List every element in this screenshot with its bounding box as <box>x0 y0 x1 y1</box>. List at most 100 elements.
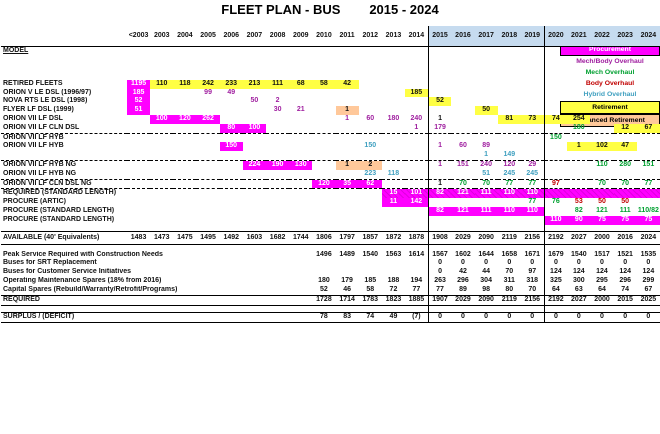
year-header: 2012 <box>362 32 379 39</box>
fleet-cell: 151 <box>642 160 655 168</box>
blank-cell <box>590 305 613 312</box>
fleet-cell <box>127 115 150 124</box>
blank-cell <box>521 305 544 312</box>
fleet-cell <box>451 89 474 98</box>
fleet-cell <box>359 216 382 225</box>
fleet-cell: 240 <box>480 160 492 168</box>
row-label: ORION VII LF HYB <box>3 133 64 141</box>
summary-cell: 58 <box>366 286 375 294</box>
fleet-cell <box>382 106 405 115</box>
fleet-cell <box>150 216 173 225</box>
fleet-cell: 1 <box>427 114 452 124</box>
blank-cell <box>1 305 127 312</box>
available-cell: 2156 <box>520 230 545 245</box>
fleet-cell: 245 <box>497 169 521 180</box>
blank-cell <box>382 305 405 312</box>
blank-cell <box>359 305 382 312</box>
fleet-cell: 151 <box>457 160 469 168</box>
model-row: MODEL <box>1 45 660 56</box>
fleet-cell <box>382 97 405 106</box>
summary-cell: 2027 <box>567 295 591 306</box>
fleet-cell: 180 <box>567 123 591 134</box>
row-label: PROCURE (ARTIC) <box>3 198 66 206</box>
fleet-cell: 254 <box>567 114 591 124</box>
fleet-cell: 190 <box>266 160 290 170</box>
spacer-row <box>1 244 660 251</box>
year-header: 2015 <box>427 26 452 47</box>
fleet-cell: 1 <box>335 160 359 170</box>
fleet-cell <box>150 160 173 169</box>
fleet-cell <box>196 151 220 161</box>
fleet-cell <box>127 133 150 142</box>
fleet-cell: 89 <box>482 142 491 150</box>
summary-cell: 80 <box>505 286 514 294</box>
year-header: 2013 <box>385 32 402 39</box>
row-label: NOVA RTS LE DSL (1998) <box>3 97 88 105</box>
fleet-cell <box>196 142 219 151</box>
fleet-cell <box>427 106 452 115</box>
fleet-cell: 150 <box>543 133 568 143</box>
blank-cell <box>220 305 243 312</box>
summary-cell: 0 <box>543 311 568 323</box>
fleet-cell <box>150 207 173 216</box>
fleet-cell: 110 <box>497 206 521 216</box>
summary-cell: 296 <box>619 277 631 285</box>
fleet-cell <box>173 179 197 190</box>
blank-cell <box>196 45 220 56</box>
fleet-cell <box>289 198 312 207</box>
fleet-cell <box>405 179 429 190</box>
fleet-cell <box>543 160 568 170</box>
fleet-cell <box>614 89 637 98</box>
fleet-cell <box>336 97 359 106</box>
fleet-cell <box>243 89 266 98</box>
fleet-cell <box>543 142 568 152</box>
fleet-cell <box>521 216 544 225</box>
fleet-cell: 74 <box>543 114 568 124</box>
blank-cell <box>636 45 660 56</box>
row-label: ORION VII LF DSL <box>3 114 63 122</box>
fleet-cell: 77 <box>636 179 660 190</box>
summary-cell: 89 <box>459 286 467 294</box>
fleet-cell <box>543 123 568 134</box>
summary-cell: 1540 <box>362 250 379 258</box>
fleet-cell <box>289 189 312 198</box>
fleet-cell <box>243 106 266 115</box>
fleet-cell: 262 <box>196 114 220 124</box>
fleet-cell <box>196 123 220 134</box>
fleet-cell <box>289 115 312 124</box>
blank-cell <box>520 45 545 56</box>
fleet-cell <box>567 160 590 169</box>
blank-cell <box>126 45 151 56</box>
fleet-cell: 179 <box>427 123 452 134</box>
fleet-cell <box>196 198 219 207</box>
fleet-cell <box>498 106 521 115</box>
blank-cell <box>427 73 452 80</box>
fleet-cell: 60 <box>459 142 467 150</box>
fleet-cell: 150 <box>364 142 377 150</box>
fleet-cell <box>312 189 335 198</box>
fleet-cell <box>220 216 243 225</box>
summary-cell: 124 <box>619 268 631 276</box>
fleet-cell: 130 <box>289 160 313 170</box>
fleet-cell: 100 <box>242 123 266 134</box>
fleet-cell: 75 <box>590 215 614 225</box>
fleet-cell <box>498 133 521 142</box>
fleet-cell: 51 <box>474 169 498 180</box>
summary-cell: 179 <box>341 277 353 285</box>
fleet-cell <box>127 207 150 216</box>
summary-cell: 1885 <box>405 295 429 306</box>
summary-row: REQUIRED 1728 1714 1783 1823 1885 1907 2029 2090… <box>1 295 660 306</box>
fleet-cell <box>382 207 405 216</box>
blank-cell <box>173 45 197 56</box>
fleet-cell: 110 <box>520 188 545 199</box>
row-label: RETIRED FLEETS <box>3 79 63 87</box>
fleet-cell: 142 <box>405 198 429 207</box>
summary-cell: 194 <box>410 277 423 285</box>
summary-cell: 0 <box>427 268 452 278</box>
fleet-cell: 97 <box>543 179 568 190</box>
fleet-cell <box>543 169 568 180</box>
fleet-cell <box>359 97 382 106</box>
fleet-cell: 29 <box>528 160 537 168</box>
fleet-cell <box>590 169 614 180</box>
available-cell: 1473 <box>150 230 174 245</box>
